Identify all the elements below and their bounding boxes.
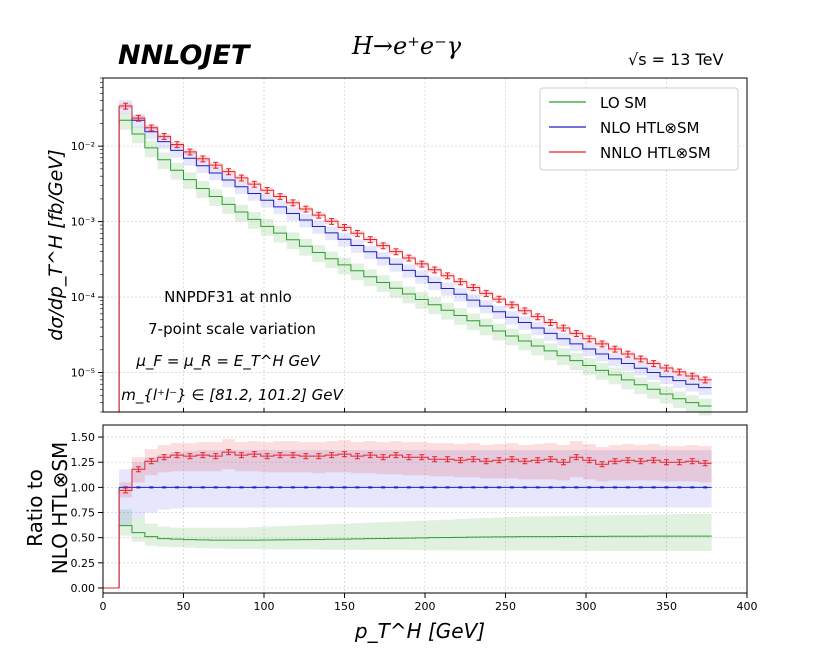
ratio-plot-panel: 0.00 0.25 0.50 0.75 1.00 1.25 1.50 0 50 100 150 20…	[23, 424, 758, 643]
ratio-x-tick-label: 250	[495, 600, 516, 613]
legend-box	[539, 87, 739, 171]
ratio-y-ticks: 0.00 0.25 0.50 0.75 1.00 1.25 1.50	[71, 431, 103, 595]
x-axis-label: p_T^H [GeV]	[354, 619, 485, 643]
main-y-ticks: 10⁻⁵ 10⁻⁴ 10⁻³ 10⁻²	[71, 77, 103, 413]
main-y-tick-label: 10⁻⁴	[71, 291, 96, 304]
ratio-y-tick-label: 1.00	[71, 481, 96, 494]
series-line-nlo	[119, 105, 712, 389]
process-label: H→e⁺e⁻γ	[351, 32, 462, 60]
mass-window-annotation: m_{l⁺l⁻} ∈ [81.2, 101.2] GeV	[121, 386, 344, 405]
ratio-error-bars	[123, 449, 708, 494]
main-y-tick-label: 10⁻⁵	[71, 367, 95, 380]
ratio-x-tick-label: 50	[177, 600, 191, 613]
ratio-y-tick-label: 0.00	[71, 582, 96, 595]
ratio-x-tick-label: 300	[576, 600, 597, 613]
nnlojet-logo: NNLOJET	[118, 40, 252, 71]
main-series-lines	[118, 105, 712, 412]
main-uncertainty-bands	[119, 100, 712, 416]
series-line-lo	[119, 119, 712, 407]
ratio-x-tick-label: 100	[254, 600, 275, 613]
band-lo	[119, 112, 712, 416]
ratio-band-lo	[119, 509, 712, 552]
ratio-x-ticks: 0 50 100 150 200 250 300 350 400	[100, 593, 758, 613]
legend-nlo-label: NLO HTL⊗SM	[600, 119, 699, 137]
scale-choice-annotation: μ_F = μ_R = E_T^H GeV	[135, 352, 321, 371]
main-y-tick-label: 10⁻²	[71, 140, 95, 153]
main-error-bars	[123, 102, 708, 384]
ratio-uncertainty-bands	[119, 439, 712, 552]
ratio-y-tick-label: 0.25	[71, 557, 96, 570]
main-y-tick-label: 10⁻³	[71, 216, 95, 229]
ratio-line-lo	[119, 525, 712, 541]
ratio-y-axis-label-line2: NLO HTL⊗SM	[48, 442, 72, 575]
series-line-nnlo	[119, 105, 712, 381]
ratio-y-tick-label: 0.50	[71, 532, 96, 545]
ratio-x-tick-label: 150	[334, 600, 355, 613]
ratio-x-tick-label: 350	[656, 600, 677, 613]
legend: LO SM NLO HTL⊗SM NNLO HTL⊗SM	[539, 87, 739, 171]
main-plot-panel: 10⁻⁵ 10⁻⁴ 10⁻³ 10⁻² dσ/dp_T^H [fb/GeV] NNPD…	[45, 77, 748, 416]
pdf-annotation: NNPDF31 at nnlo	[164, 288, 292, 306]
ratio-y-tick-label: 1.25	[71, 456, 96, 469]
legend-lo-label: LO SM	[600, 94, 647, 112]
main-x-ticks	[102, 408, 748, 412]
main-y-axis-label: dσ/dp_T^H [fb/GeV]	[45, 149, 67, 340]
ratio-y-tick-label: 1.50	[71, 431, 96, 444]
ratio-line-nnlo	[119, 451, 712, 491]
energy-label: √s = 13 TeV	[628, 50, 723, 69]
ratio-x-tick-label: 0	[100, 600, 107, 613]
ratio-y-axis-label-line1: Ratio to	[23, 469, 47, 547]
ratio-x-tick-label: 200	[415, 600, 436, 613]
ratio-band-nlo	[119, 450, 712, 526]
ratio-y-tick-label: 0.75	[71, 507, 96, 520]
scale-variation-annotation: 7-point scale variation	[148, 320, 316, 338]
ratio-series-lines	[103, 451, 712, 589]
ratio-x-tick-label: 400	[737, 600, 758, 613]
legend-nnlo-label: NNLO HTL⊗SM	[600, 144, 711, 162]
